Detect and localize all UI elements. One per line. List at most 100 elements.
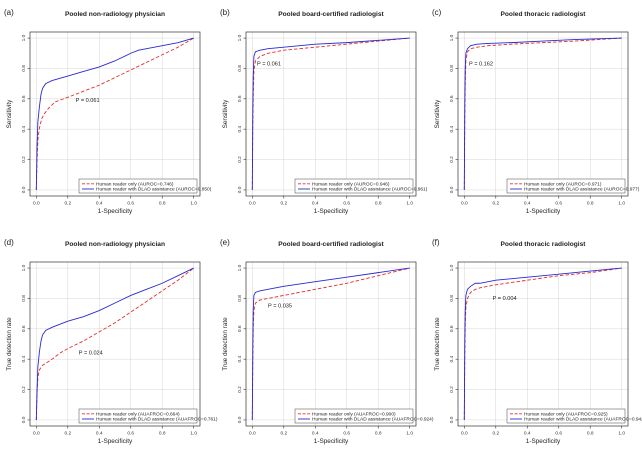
legend-entry: Human reader only (AUAFROC=0.900) [312, 411, 396, 417]
p-value-annotation: P = 0.024 [79, 351, 103, 357]
chart-panel-f: (f) Pooled thoracic radiologist 0.0 0.2 0.4 0… [432, 238, 642, 445]
legend-entry: Human reader with DLAD assistance (AUAFR… [96, 417, 218, 423]
x-tick-label: 0.2 [64, 431, 71, 437]
chart-panel-c: (c) Pooled thoracic radiologist 0.0 0.2 0.4 0… [432, 8, 640, 215]
legend-box [506, 178, 626, 194]
x-tick-label: 1.0 [406, 431, 413, 437]
plot-frame [457, 261, 629, 427]
x-tick-label: 0.0 [33, 201, 40, 207]
y-tick-label: 0.0 [21, 416, 27, 423]
chart-panel-d: (d) Pooled non-radiology physician 0.0 0.2 0… [4, 238, 218, 445]
plot-frame [29, 261, 201, 427]
y-tick-label: 0.2 [21, 386, 27, 393]
panel-label: (a) [4, 8, 14, 17]
legend-entry: Human reader only (AUROC=0.746) [96, 181, 174, 187]
y-tick-label: 0.6 [237, 325, 243, 332]
y-tick-label: 0.6 [449, 325, 455, 332]
chart-title: Pooled thoracic radiologist [501, 241, 587, 248]
y-tick-label: 0.4 [21, 126, 27, 133]
y-tick-label: 0.4 [237, 126, 243, 133]
plot-frame [245, 261, 417, 427]
y-tick-label: 0.8 [237, 65, 243, 72]
x-tick-label: 0.6 [343, 431, 350, 437]
chart-title: Pooled non-radiology physician [65, 241, 165, 248]
legend-entry: Human reader only (AUAFROC=0.664) [96, 411, 180, 417]
legend-entry: Human reader with DLAD assistance (AUAFR… [524, 417, 642, 423]
x-axis-label: 1-Specificity [98, 208, 133, 215]
chart-panel-e: (e) Pooled board-certified radiologist 0.0… [220, 238, 434, 445]
x-tick-label: 0.8 [375, 431, 382, 437]
x-tick-label: 0.6 [555, 201, 562, 207]
x-tick-label: 0.6 [343, 201, 350, 207]
y-tick-label: 0.2 [237, 156, 243, 163]
chart-title: Pooled non-radiology physician [65, 11, 165, 18]
chart-title: Pooled board-certified radiologist [278, 11, 384, 18]
x-axis-label: 1-Specificity [98, 438, 133, 445]
legend-entry: Human reader with DLAD assistance (AUAFR… [312, 417, 434, 423]
y-tick-label: 0.2 [449, 156, 455, 163]
p-value-annotation: P = 0.061 [257, 61, 281, 67]
series-line-dlad-assisted [463, 37, 622, 190]
legend-entry: Human reader only (AUROC=0.971) [524, 181, 602, 187]
x-tick-label: 0.4 [96, 431, 103, 437]
y-tick-label: 0.4 [21, 356, 27, 363]
chart-title: Pooled thoracic radiologist [501, 11, 587, 18]
legend-box [294, 178, 414, 194]
series-line-dlad-assisted [251, 37, 410, 190]
y-tick-label: 0.2 [449, 386, 455, 393]
series-line-dlad-assisted [35, 267, 194, 420]
x-tick-label: 0.4 [524, 201, 531, 207]
plot-frame [29, 31, 201, 197]
x-axis-label: 1-Specificity [314, 438, 349, 445]
series-line-dlad-assisted [463, 267, 622, 420]
y-tick-label: 0.6 [21, 325, 27, 332]
y-tick-label: 1.0 [237, 34, 243, 41]
y-tick-label: 0.0 [237, 416, 243, 423]
x-tick-label: 0.8 [159, 201, 166, 207]
x-tick-label: 0.6 [127, 201, 134, 207]
y-tick-label: 0.8 [21, 65, 27, 72]
plot-frame [457, 31, 629, 197]
y-tick-label: 0.4 [449, 126, 455, 133]
x-tick-label: 0.0 [249, 201, 256, 207]
x-tick-label: 0.0 [461, 431, 468, 437]
plot-frame [245, 31, 417, 197]
x-tick-label: 0.0 [461, 201, 468, 207]
p-value-annotation: P = 0.061 [76, 98, 100, 104]
legend-box [506, 408, 626, 424]
legend-entry: Human reader only (AUROC=0.946) [312, 181, 390, 187]
p-value-annotation: P = 0.004 [493, 296, 517, 302]
legend-box [78, 408, 198, 424]
x-tick-label: 0.2 [280, 431, 287, 437]
y-tick-label: 0.8 [21, 295, 27, 302]
series-line-human-only [35, 267, 194, 420]
y-tick-label: 0.8 [449, 65, 455, 72]
y-tick-label: 0.2 [21, 156, 27, 163]
y-tick-label: 1.0 [237, 264, 243, 271]
x-tick-label: 0.8 [587, 431, 594, 437]
y-tick-label: 1.0 [21, 264, 27, 271]
y-axis-label: Sensitivity [222, 99, 229, 129]
y-tick-label: 0.2 [237, 386, 243, 393]
x-tick-label: 1.0 [190, 201, 197, 207]
series-line-dlad-assisted [251, 267, 410, 420]
chart-panel-a: (a) Pooled non-radiology physician 0.0 0.2 0… [4, 8, 212, 215]
panel-label: (e) [220, 238, 230, 247]
x-tick-label: 0.2 [280, 201, 287, 207]
panel-label: (d) [4, 238, 14, 247]
x-tick-label: 0.8 [587, 201, 594, 207]
y-tick-label: 0.6 [449, 95, 455, 102]
y-tick-label: 0.4 [237, 356, 243, 363]
x-tick-label: 0.4 [312, 201, 319, 207]
series-line-human-only [251, 267, 410, 420]
x-axis-label: 1-Specificity [526, 438, 561, 445]
y-axis-label: Sensitivity [6, 99, 13, 129]
p-value-annotation: P = 0.035 [268, 304, 292, 310]
y-axis-label: Sensitivity [434, 99, 441, 129]
x-tick-label: 0.8 [375, 201, 382, 207]
panel-label: (f) [432, 238, 440, 247]
legend-entry: Human reader with DLAD assistance (AUROC… [312, 187, 428, 193]
y-tick-label: 0.6 [21, 95, 27, 102]
y-tick-label: 0.0 [237, 186, 243, 193]
